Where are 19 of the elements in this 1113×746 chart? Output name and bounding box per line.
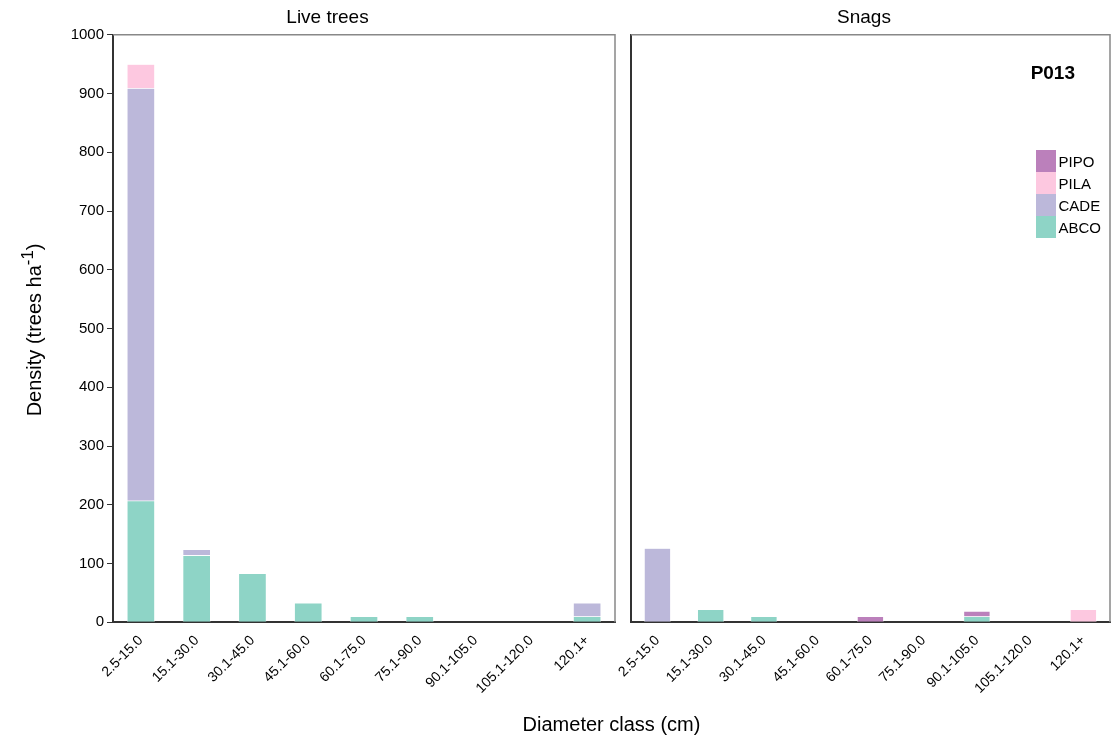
- y-tick-label: 100: [78, 553, 104, 571]
- y-tick-label: 500: [78, 318, 104, 336]
- y-tick-label: 700: [78, 201, 104, 219]
- y-tick-label: 1000: [70, 24, 104, 42]
- annotation: P013: [1030, 62, 1075, 84]
- x-axis-title: Diameter class (cm): [521, 713, 702, 736]
- legend-label: ABCO: [1058, 218, 1101, 236]
- legend-label: PILA: [1058, 174, 1092, 192]
- legend-label: CADE: [1058, 196, 1101, 214]
- y-tick-label: 200: [78, 494, 104, 512]
- chart-title: Snags: [837, 5, 891, 27]
- y-tick-label: 300: [78, 436, 104, 454]
- y-tick-label: 600: [78, 259, 104, 277]
- y-tick-label: 900: [78, 83, 104, 101]
- y-tick-label: 0: [95, 612, 104, 630]
- chart-title: Live trees: [286, 5, 369, 27]
- y-tick-label: 400: [78, 377, 104, 395]
- legend-label: PIPO: [1058, 152, 1095, 170]
- y-tick-label: 800: [78, 142, 104, 160]
